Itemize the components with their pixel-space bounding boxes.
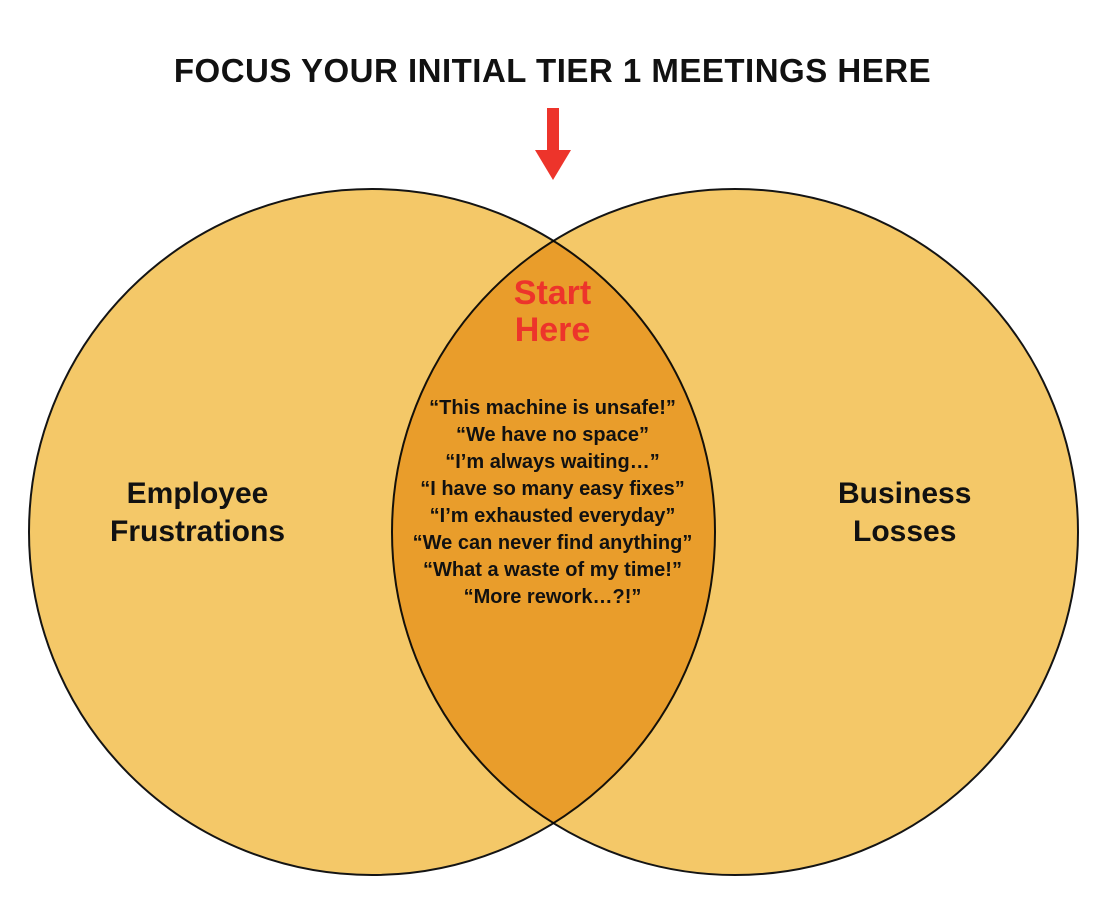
quote-line: “What a waste of my time!”: [383, 557, 723, 584]
label-line: Business: [838, 475, 971, 513]
quote-line: “We can never find anything”: [383, 530, 723, 557]
label-line: Losses: [838, 513, 971, 551]
heading-line: Start: [514, 275, 591, 312]
label-line: Employee: [110, 475, 285, 513]
quote-line: “This machine is unsafe!”: [383, 395, 723, 422]
intersection-heading: StartHere: [514, 275, 591, 350]
intersection-quotes: “This machine is unsafe!”“We have no spa…: [383, 395, 723, 611]
heading-line: Here: [514, 312, 591, 349]
quote-line: “We have no space”: [383, 422, 723, 449]
quote-line: “I have so many easy fixes”: [383, 476, 723, 503]
left-circle-label: EmployeeFrustrations: [110, 475, 285, 550]
quote-line: “I’m exhausted everyday”: [383, 503, 723, 530]
label-line: Frustrations: [110, 513, 285, 551]
down-arrow-icon: [535, 108, 571, 185]
diagram-title: FOCUS YOUR INITIAL TIER 1 MEETINGS HERE: [0, 52, 1105, 90]
quote-line: “More rework…?!”: [383, 584, 723, 611]
quote-line: “I’m always waiting…”: [383, 449, 723, 476]
right-circle-label: BusinessLosses: [838, 475, 971, 550]
